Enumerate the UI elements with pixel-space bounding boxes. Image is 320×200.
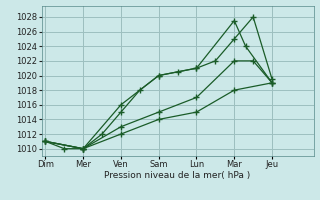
X-axis label: Pression niveau de la mer( hPa ): Pression niveau de la mer( hPa ) (104, 171, 251, 180)
